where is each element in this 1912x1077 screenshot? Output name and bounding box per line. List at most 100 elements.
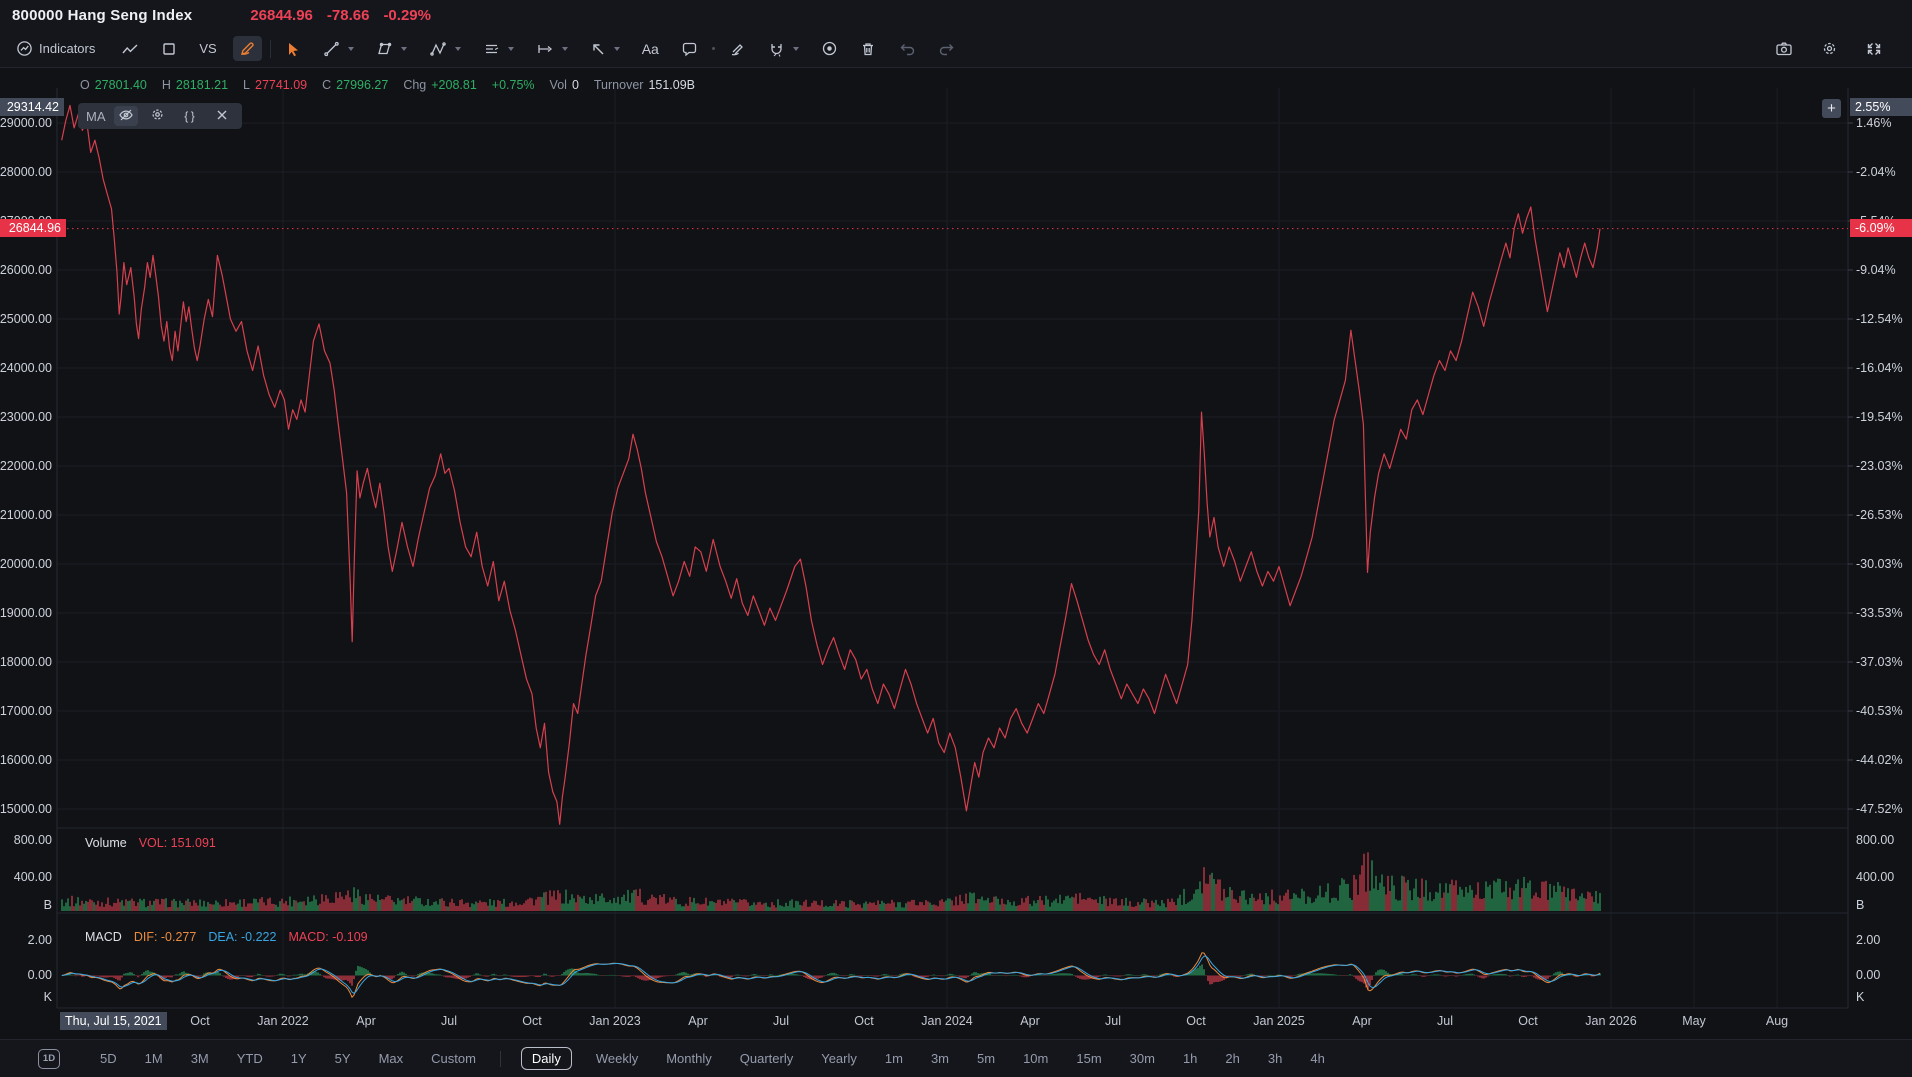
shape-tool-button[interactable] (370, 37, 413, 61)
marker-tool-button[interactable] (723, 37, 752, 61)
x-axis-tick-label: Oct (1518, 1014, 1538, 1028)
gear-icon (1821, 40, 1838, 57)
timeframe-button-15m[interactable]: 15m (1076, 1051, 1102, 1066)
timeframe-button-1m[interactable]: 1m (884, 1051, 903, 1066)
timeframe-button-custom[interactable]: Custom (431, 1051, 476, 1066)
screenshot-button[interactable] (1769, 37, 1799, 61)
x-axis-tick-label: Jan 2023 (589, 1014, 641, 1028)
volume-axis-label: 800.00 (13, 833, 52, 847)
y-axis-price-label: 16000.00 (0, 753, 52, 767)
fullscreen-icon (1866, 41, 1882, 57)
macd-value: MACD: -0.109 (288, 930, 368, 944)
y-axis-price-label: 26000.00 (0, 263, 52, 277)
cursor-tool-button[interactable] (279, 37, 307, 61)
ma-label: MA (86, 108, 106, 124)
timeframe-button-weekly[interactable]: Weekly (595, 1051, 639, 1066)
hide-indicator-button[interactable] (113, 106, 138, 126)
timeframe-button-1m[interactable]: 1M (144, 1051, 163, 1066)
chevron-down-icon (454, 46, 461, 51)
timeframe-button-5y[interactable]: 5Y (334, 1051, 351, 1066)
chart-region[interactable]: O 27801.40 H 28181.21 L 27741.09 C 27996.27 … (0, 68, 1912, 1039)
line-chart-type-button[interactable] (115, 37, 145, 61)
indicator-code-button[interactable]: { } (178, 106, 202, 126)
timeframe-button-5m[interactable]: 5m (977, 1051, 996, 1066)
marker-icon (729, 41, 746, 57)
x-axis-tick-label: May (1682, 1014, 1706, 1028)
undo-button[interactable] (892, 37, 922, 61)
vol-value: 0 (571, 78, 579, 92)
y-axis-price-label: 18000.00 (0, 655, 52, 669)
indicator-settings-button[interactable] (146, 106, 170, 126)
pattern-tool-button[interactable] (477, 37, 520, 61)
remove-indicator-button[interactable] (210, 106, 234, 126)
volume-pane-header: Volume VOL: 151.091 (85, 836, 216, 850)
ohlc-info-row: O 27801.40 H 28181.21 L 27741.09 C 27996.27 … (80, 78, 696, 92)
chart-settings-button[interactable] (1815, 36, 1844, 61)
timeframe-button-1y[interactable]: 1Y (290, 1051, 307, 1066)
timeframe-button-3h[interactable]: 3h (1267, 1051, 1283, 1066)
y-axis-price-label: 20000.00 (0, 557, 52, 571)
volume-value: VOL: 151.091 (138, 836, 216, 850)
delete-drawings-button[interactable] (854, 37, 882, 61)
quote: 26844.96 -78.66 -0.29% (250, 7, 431, 24)
volume-axis-label: 800.00 (1856, 833, 1895, 847)
x-axis-tick-label: Jul (441, 1014, 457, 1028)
continuous-drawing-button[interactable] (815, 36, 844, 61)
magnet-tool-button[interactable] (762, 37, 805, 61)
y-axis-price-label: 17000.00 (0, 704, 52, 718)
timeframe-button-daily[interactable]: Daily (520, 1047, 572, 1070)
x-axis-tick-label: Apr (1352, 1014, 1372, 1028)
quote-change: -78.66 (326, 6, 370, 24)
chevron-down-icon (561, 46, 568, 51)
close-value: 27996.27 (336, 78, 389, 92)
timeframe-button-2h[interactable]: 2h (1225, 1051, 1240, 1066)
current-interval-badge[interactable]: 1D (38, 1048, 60, 1069)
chevron-down-icon (347, 46, 354, 51)
compare-button[interactable]: VS (199, 41, 217, 56)
horizontal-line-tool-button[interactable] (530, 37, 574, 61)
timeframe-button-5d[interactable]: 5D (100, 1051, 117, 1066)
timeframe-button-ytd[interactable]: YTD (236, 1051, 263, 1066)
timeframe-button-yearly[interactable]: Yearly (821, 1051, 857, 1066)
y-axis-percent-label: -33.53% (1856, 606, 1903, 620)
draw-tool-button[interactable] (232, 36, 262, 61)
candle-chart-icon (161, 41, 177, 57)
timeframe-button-10m[interactable]: 10m (1023, 1051, 1049, 1066)
fullscreen-button[interactable] (1860, 37, 1888, 61)
timeframe-button-quarterly[interactable]: Quarterly (739, 1051, 794, 1066)
header-bar: 800000 Hang Seng Index 26844.96 -78.66 -… (0, 0, 1912, 30)
add-indicator-plus-button[interactable]: + (1822, 99, 1841, 118)
y-axis-price-label: 15000.00 (0, 802, 52, 816)
candle-chart-type-button[interactable] (155, 37, 183, 61)
volume-axis-label: 400.00 (13, 870, 52, 884)
y-axis-price-label: 23000.00 (0, 410, 52, 424)
timeframe-button-1h[interactable]: 1h (1182, 1051, 1198, 1066)
wave-tool-button[interactable] (423, 37, 467, 61)
volume-axis-label: B (1856, 898, 1865, 912)
timeframe-button-3m[interactable]: 3m (930, 1051, 949, 1066)
timeframe-button-monthly[interactable]: Monthly (666, 1051, 712, 1066)
text-tool-button[interactable]: Aa (641, 40, 659, 57)
timeframe-button-30m[interactable]: 30m (1129, 1051, 1155, 1066)
arrow-nw-icon (590, 41, 606, 57)
timeframe-button-4h[interactable]: 4h (1310, 1051, 1325, 1066)
y-axis-price-label: 25000.00 (0, 312, 52, 326)
x-axis-tick-label: Apr (688, 1014, 708, 1028)
horizontal-line-icon (536, 41, 554, 57)
note-tool-button[interactable] (675, 37, 704, 61)
x-axis-tick-label: Jul (1437, 1014, 1453, 1028)
macd-axis-label: 2.00 (27, 933, 52, 947)
timeframe-button-3m[interactable]: 3M (190, 1051, 209, 1066)
timeframe-button-max[interactable]: Max (378, 1051, 404, 1066)
chevron-down-icon (613, 46, 620, 51)
arrow-tool-button[interactable] (584, 37, 626, 61)
timeframe-divider (499, 1050, 501, 1067)
y-axis-percent-label: -12.54% (1856, 312, 1903, 326)
indicators-button[interactable]: Indicators (10, 36, 101, 61)
redo-button[interactable] (932, 37, 962, 61)
price-chart-canvas[interactable] (0, 68, 1912, 1039)
y-axis-percent-label: -23.03% (1856, 459, 1903, 473)
high-value: 28181.21 (175, 78, 229, 92)
trend-line-tool-button[interactable] (317, 37, 360, 61)
